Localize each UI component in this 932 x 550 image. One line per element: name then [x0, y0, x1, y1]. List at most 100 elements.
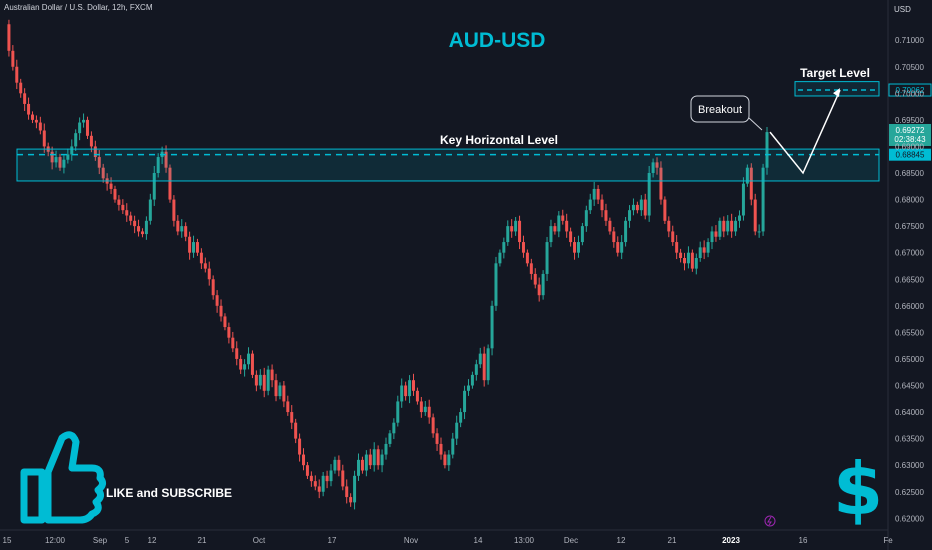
candle-body: [745, 167, 749, 184]
time-tick-label: 16: [799, 536, 808, 545]
candle-body: [765, 132, 769, 168]
candle-body: [565, 220, 569, 232]
price-tick-label: 0.67000: [895, 249, 924, 258]
candle-body: [27, 103, 31, 115]
candle-body: [663, 199, 667, 221]
candle-body: [443, 454, 447, 466]
lightning-icon: [764, 515, 776, 527]
candle-body: [474, 364, 478, 375]
candle-body: [364, 454, 368, 471]
candle-body: [506, 226, 510, 243]
target-level-label: Target Level: [800, 66, 870, 80]
candle-body: [376, 449, 380, 466]
candle-body: [109, 183, 113, 189]
candle-body: [274, 380, 278, 397]
price-tick-label: 0.63500: [895, 435, 924, 444]
candle-body: [690, 252, 694, 269]
key-level-price-tag-text: 0.68845: [896, 151, 925, 160]
candle-body: [596, 188, 600, 200]
candle-body: [172, 199, 176, 221]
candle-body: [455, 422, 459, 439]
candle-body: [726, 220, 730, 232]
candle-body: [686, 252, 690, 264]
candle-body: [706, 242, 710, 253]
breakout-callout: [690, 95, 750, 123]
candle-body: [679, 252, 683, 258]
candle-body: [584, 210, 588, 227]
candle-body: [305, 465, 309, 476]
candle-body: [576, 242, 580, 253]
candle-body: [192, 242, 196, 253]
candle-body: [140, 231, 144, 235]
countdown-text: 02:38:43: [894, 135, 926, 144]
candle-body: [152, 173, 156, 200]
candle-body: [203, 263, 207, 269]
time-tick-label: 12: [148, 536, 157, 545]
candle-body: [494, 263, 498, 306]
candle-body: [121, 204, 125, 211]
candle-body: [89, 135, 93, 147]
candle-body: [482, 353, 486, 381]
candle-body: [734, 220, 738, 232]
price-tick-label: 0.70000: [895, 89, 924, 98]
candle-body: [580, 226, 584, 243]
candle-body: [34, 119, 38, 123]
candle-body: [93, 146, 97, 158]
candle-body: [730, 220, 734, 232]
candle-body: [600, 199, 604, 211]
projection-path: [769, 89, 841, 175]
candle-body: [624, 220, 628, 243]
candle-body: [50, 151, 54, 163]
price-tick-label: 0.71000: [895, 36, 924, 45]
time-tick-label: 2023: [722, 536, 740, 545]
price-tick-label: 0.69000: [895, 142, 924, 151]
candle-body: [439, 443, 443, 455]
candle-body: [435, 433, 439, 444]
price-tick-label: 0.70500: [895, 63, 924, 72]
candle-body: [635, 204, 639, 211]
time-tick-label: 15: [3, 536, 12, 545]
price-tick-label: 0.62000: [895, 514, 924, 523]
candle-body: [239, 358, 243, 370]
candle-body: [211, 279, 215, 296]
candle-body: [710, 231, 714, 243]
candle-body: [396, 401, 400, 423]
candle-body: [70, 146, 74, 155]
candle-body: [525, 252, 529, 264]
candle-body: [223, 316, 227, 328]
candle-body: [144, 220, 148, 235]
candle-body: [423, 406, 427, 413]
candle-body: [337, 459, 341, 471]
candle-body: [258, 374, 262, 386]
candle-body: [168, 167, 172, 200]
breakout-label: Breakout: [698, 104, 742, 116]
time-tick-label: 5: [125, 536, 130, 545]
candle-body: [360, 459, 364, 471]
candle-body: [541, 273, 545, 296]
price-tick-label: 0.65000: [895, 355, 924, 364]
chart-title: AUD-USD: [449, 29, 546, 52]
candle-body: [651, 162, 655, 173]
candle-body: [498, 252, 502, 264]
candle-body: [408, 380, 412, 397]
candle-body: [620, 242, 624, 253]
candle-body: [19, 82, 23, 94]
candle-body: [561, 215, 565, 221]
candle-body: [392, 422, 396, 434]
candle-body: [718, 220, 722, 237]
candle-body: [427, 406, 431, 418]
time-tick-label: 12:00: [45, 536, 66, 545]
dollar-sign-icon: $: [833, 447, 883, 531]
candle-body: [188, 236, 192, 253]
candle-body: [757, 231, 761, 233]
candle-body: [262, 374, 266, 391]
candle-body: [231, 337, 235, 349]
key-level-price-tag: [889, 148, 931, 161]
candle-body: [133, 220, 137, 227]
lightning-bolt: [767, 516, 772, 526]
time-axis[interactable]: 15 12:00 Sep 5 12 21 Oct 17 Nov 14 13:00 Dec 12 21 202…: [3, 536, 894, 545]
price-axis[interactable]: USD0.710000.705000.700000.695000.690000.…: [894, 5, 924, 523]
candle-body: [42, 130, 46, 147]
candle-body: [380, 454, 384, 466]
